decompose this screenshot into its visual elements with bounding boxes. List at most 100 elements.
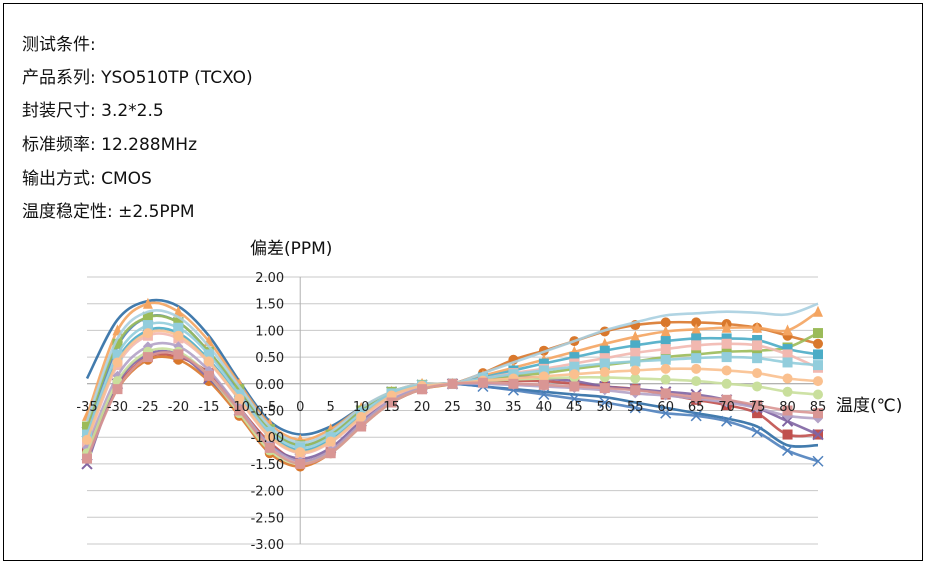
- series-s15: [82, 349, 823, 469]
- data-point: [325, 448, 336, 459]
- chart-frame: [3, 3, 923, 561]
- data-point: [325, 436, 336, 447]
- data-point: [630, 347, 641, 358]
- data-point: [569, 361, 580, 372]
- data-point: [782, 386, 793, 397]
- y-axis-label: 偏差(PPM): [250, 239, 332, 259]
- data-point: [538, 371, 549, 382]
- data-point: [386, 397, 397, 408]
- data-point: [813, 408, 823, 419]
- x-tick-label: -5: [263, 400, 276, 415]
- data-point: [599, 396, 611, 409]
- data-point: [538, 358, 549, 369]
- data-point: [782, 429, 793, 440]
- series-s10: [82, 330, 823, 459]
- data-point: [538, 379, 549, 390]
- data-point: [690, 410, 702, 422]
- data-point: [569, 369, 580, 380]
- y-tick-label: -1.00: [251, 431, 285, 446]
- data-point: [812, 455, 824, 467]
- series-line: [85, 332, 819, 455]
- x-tick-label: -35: [76, 400, 97, 415]
- x-tick-label: 85: [810, 400, 827, 415]
- data-point: [599, 345, 610, 356]
- data-point: [813, 338, 823, 349]
- data-point: [660, 388, 671, 399]
- data-point: [782, 405, 793, 416]
- data-point: [691, 353, 702, 364]
- data-point: [356, 421, 367, 432]
- data-point: [142, 312, 153, 323]
- data-point: [112, 349, 123, 360]
- data-point: [82, 453, 92, 464]
- data-point: [173, 330, 184, 341]
- x-tick-label: -15: [198, 400, 219, 415]
- data-point: [782, 349, 793, 360]
- data-point: [721, 352, 732, 363]
- y-tick-label: 0.50: [255, 351, 284, 366]
- data-point: [752, 340, 763, 351]
- y-tick-label: -2.00: [251, 485, 285, 500]
- x-tick-label: 20: [414, 400, 431, 415]
- info-heading: 测试条件:: [22, 35, 96, 55]
- data-point: [568, 393, 580, 405]
- data-point: [203, 349, 214, 360]
- x-tick-label: 10: [353, 400, 370, 415]
- data-point: [752, 400, 763, 411]
- info-nominal-frequency: 标准频率: 12.288MHz: [22, 135, 197, 155]
- data-point: [630, 356, 641, 367]
- y-tick-label: 0.00: [255, 378, 284, 393]
- data-point: [813, 376, 823, 387]
- data-point: [417, 384, 428, 395]
- data-point: [660, 325, 671, 337]
- series-line: [85, 302, 819, 444]
- x-tick-label: 15: [383, 400, 400, 415]
- data-point: [752, 345, 763, 356]
- data-point: [813, 389, 823, 400]
- x-tick-label: -10: [229, 400, 250, 415]
- info-output-type: 输出方式: CMOS: [22, 169, 152, 189]
- data-point: [691, 363, 702, 374]
- data-point: [812, 428, 824, 441]
- x-tick-label: -20: [168, 400, 189, 415]
- data-point: [264, 431, 275, 442]
- x-tick-label: 35: [505, 400, 522, 415]
- data-point: [599, 367, 610, 378]
- data-point: [782, 373, 793, 384]
- data-point: [82, 429, 92, 440]
- data-point: [173, 317, 184, 328]
- data-point: [630, 330, 641, 342]
- x-tick-label: 65: [688, 400, 705, 415]
- x-tick-label: 60: [657, 400, 674, 415]
- y-tick-label: -2.50: [251, 511, 285, 526]
- data-point: [691, 317, 702, 328]
- data-point: [782, 324, 793, 336]
- series-s9: [85, 302, 819, 444]
- y-tick-label: 2.00: [255, 271, 284, 286]
- data-point: [630, 365, 641, 376]
- y-tick-label: 1.00: [255, 324, 284, 339]
- data-point: [112, 338, 123, 349]
- data-point: [447, 378, 458, 389]
- series-line: [85, 329, 819, 454]
- data-point: [751, 426, 763, 438]
- data-point: [599, 383, 610, 394]
- data-point: [752, 353, 763, 364]
- y-tick-label: -0.50: [251, 405, 285, 420]
- data-point: [691, 392, 702, 403]
- data-point: [599, 353, 610, 364]
- data-point: [295, 447, 306, 458]
- data-point: [721, 394, 732, 405]
- data-point: [752, 368, 763, 379]
- data-point: [721, 333, 732, 344]
- data-point: [356, 411, 367, 422]
- data-point: [691, 340, 702, 351]
- data-point: [721, 378, 732, 389]
- data-point: [691, 376, 702, 387]
- series-s14: [82, 328, 823, 458]
- data-point: [721, 338, 732, 349]
- data-point: [173, 305, 184, 317]
- series-line: [85, 326, 819, 452]
- data-point: [721, 346, 732, 357]
- data-point: [660, 407, 672, 419]
